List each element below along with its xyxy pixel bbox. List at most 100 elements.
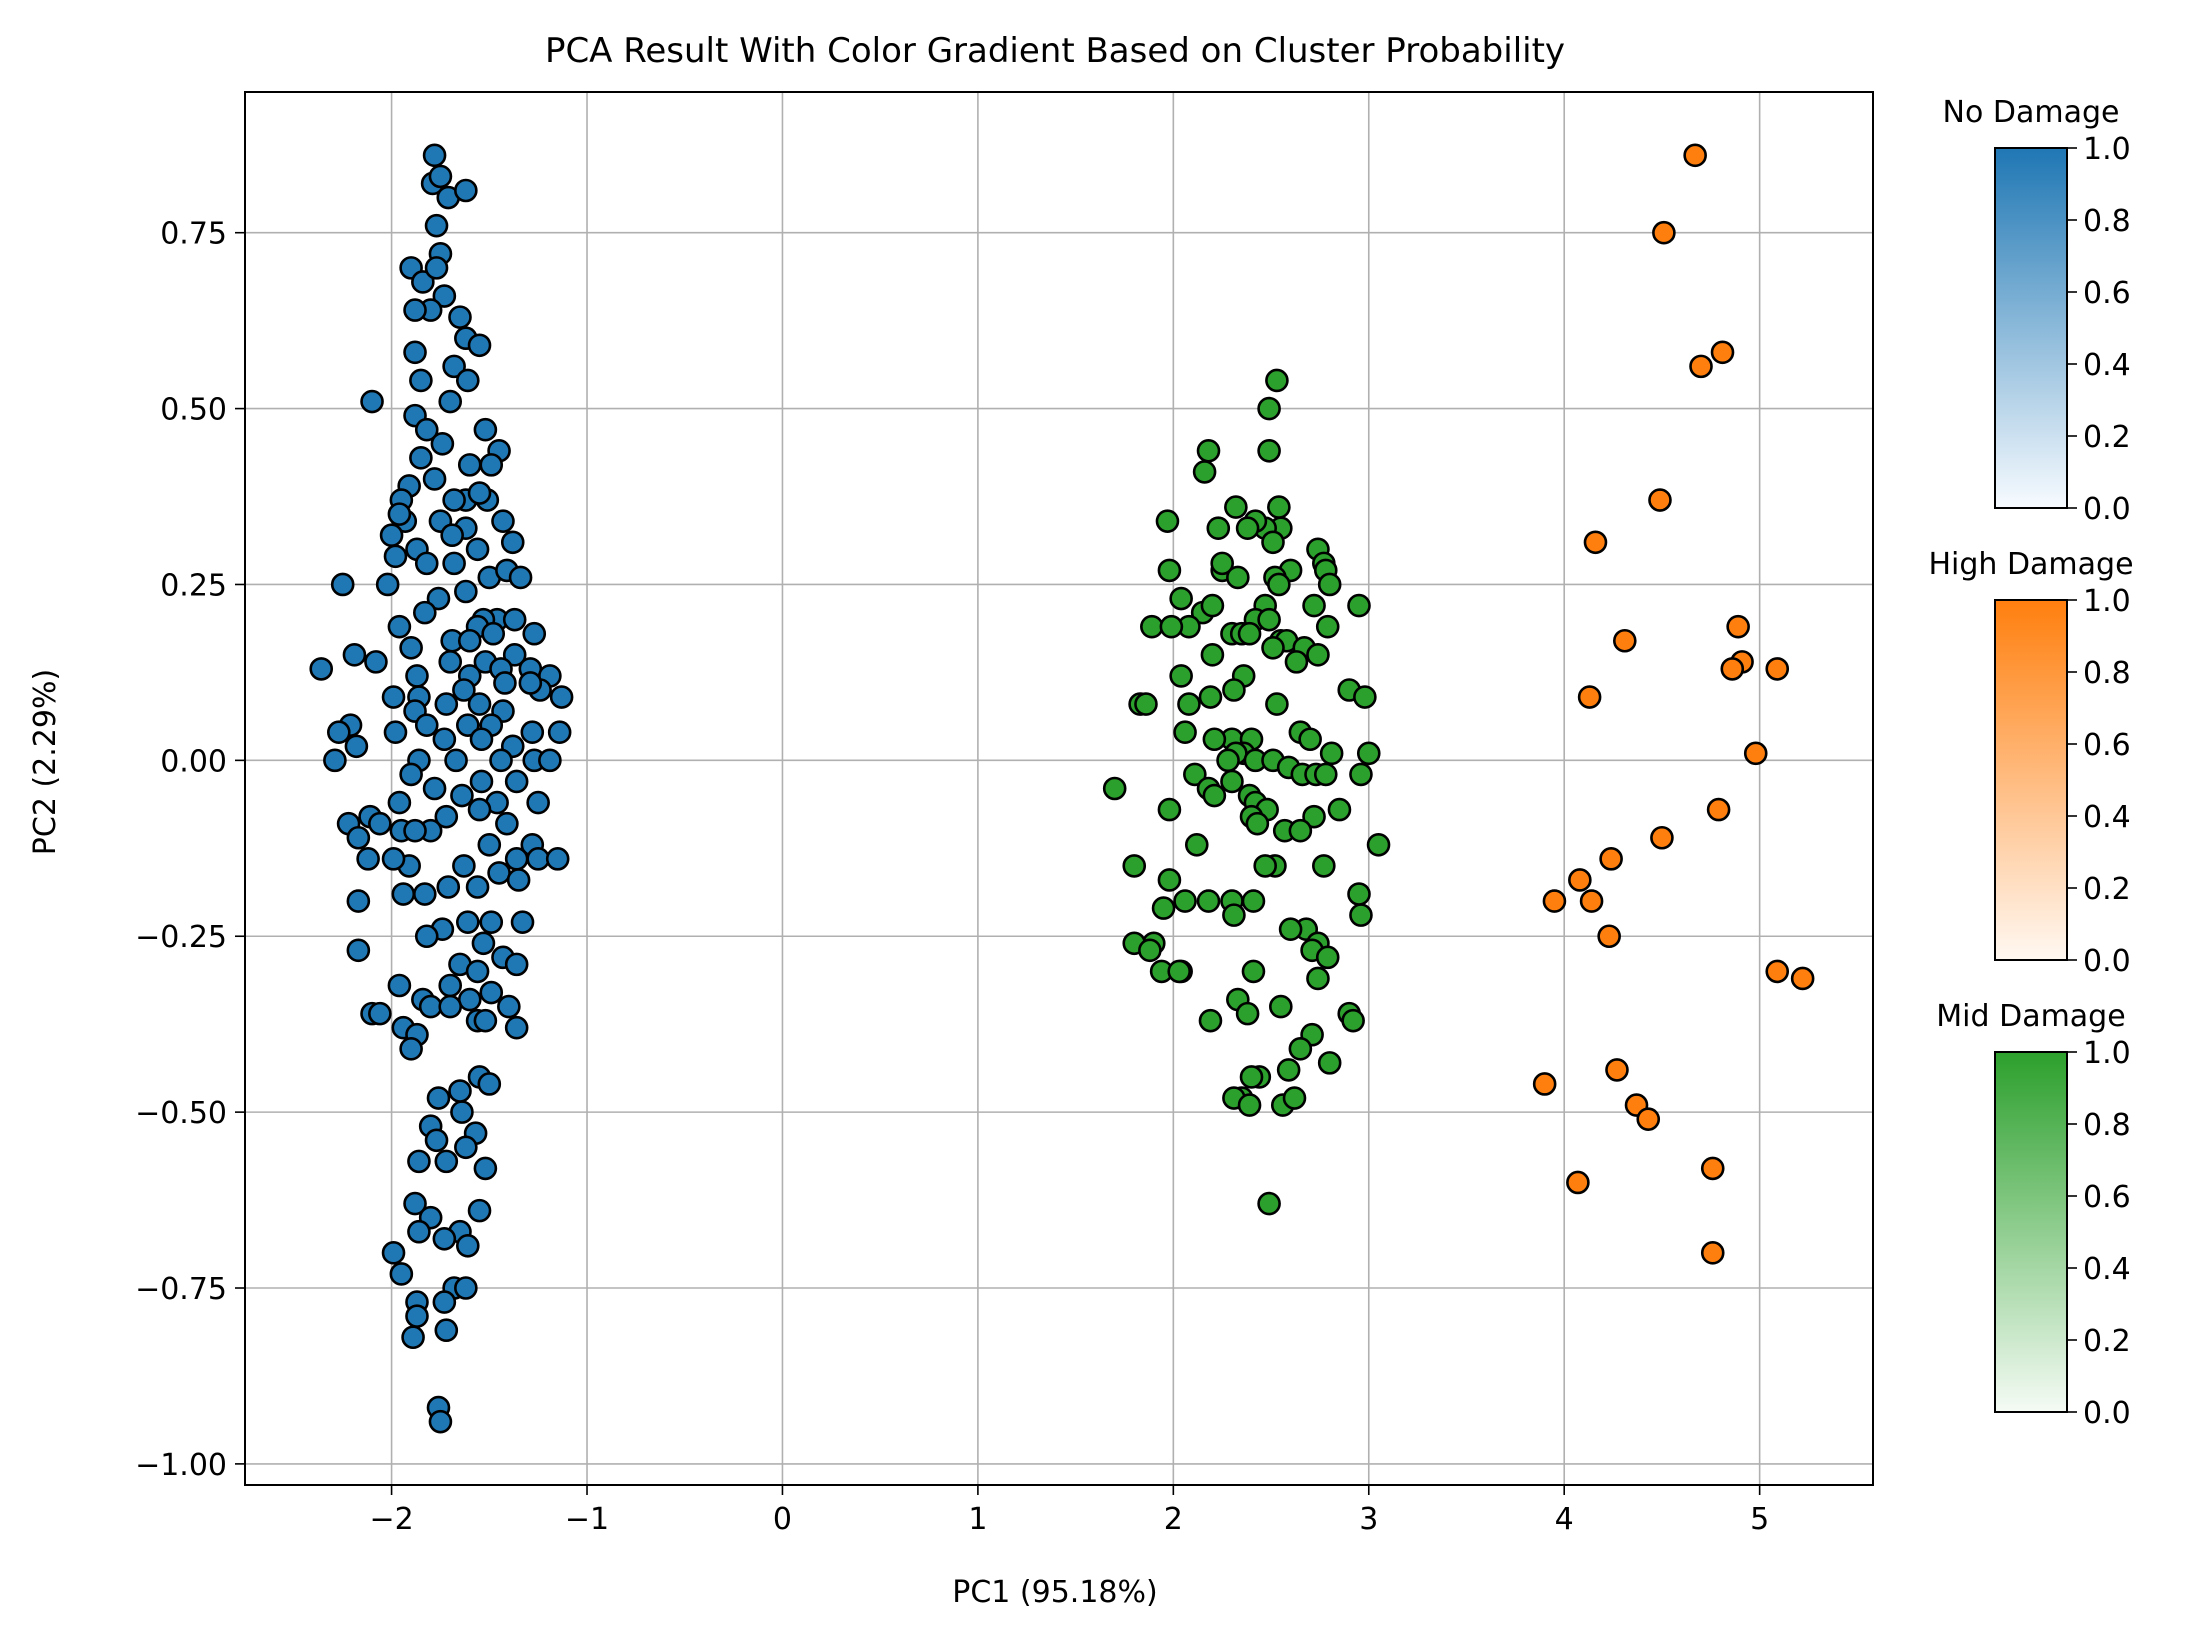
data-point (1257, 607, 1281, 632)
series-0 (309, 143, 574, 1434)
data-point (434, 804, 459, 829)
y-tick-label: 0.00 (160, 744, 227, 779)
x-tick-label: 0 (773, 1502, 792, 1537)
data-point (1315, 945, 1340, 970)
data-point (1157, 558, 1182, 583)
chart-title: PCA Result With Color Gradient Based on … (545, 31, 1565, 71)
data-point (1790, 966, 1815, 991)
data-point (344, 734, 369, 759)
data-point (424, 256, 449, 280)
colorbar-tick-label: 0.6 (2083, 728, 2131, 763)
data-point (452, 678, 476, 702)
data-point (438, 650, 463, 674)
data-point (444, 748, 468, 773)
data-point (414, 551, 439, 576)
data-point (436, 875, 461, 899)
data-point (479, 980, 504, 1005)
data-point (1220, 769, 1244, 794)
data-point (448, 1079, 472, 1103)
data-point (424, 213, 449, 238)
data-point (411, 270, 435, 294)
data-point (342, 643, 367, 667)
colorbar-gradient (1994, 599, 2068, 961)
data-point (1683, 143, 1707, 168)
data-point (1265, 692, 1289, 716)
data-point (457, 453, 482, 477)
data-point (450, 1100, 474, 1124)
data-point (381, 1241, 406, 1265)
series-1 (1102, 368, 1391, 1216)
data-point (346, 938, 371, 963)
data-point (1583, 530, 1608, 555)
data-point (1302, 593, 1326, 618)
data-point (487, 861, 511, 885)
data-point (1224, 495, 1248, 519)
y-tick-label: 0.25 (160, 568, 227, 603)
data-point (1222, 903, 1246, 927)
data-point (356, 847, 380, 871)
data-point (1597, 924, 1621, 949)
data-point (504, 1015, 529, 1040)
data-point (1200, 593, 1225, 618)
data-point (405, 1304, 429, 1328)
data-point (473, 417, 498, 442)
data-point (1648, 488, 1672, 512)
data-point (1239, 1065, 1264, 1089)
data-point (422, 467, 447, 491)
data-point (1577, 685, 1602, 709)
data-point (467, 797, 492, 822)
data-point (504, 847, 529, 871)
data-point (1710, 340, 1735, 365)
data-point (473, 1008, 498, 1033)
data-point (375, 572, 400, 597)
data-point (1192, 460, 1217, 484)
data-point (479, 910, 504, 934)
data-point (1356, 741, 1381, 766)
data-point (1349, 762, 1373, 787)
data-point (538, 748, 562, 773)
data-point (1353, 685, 1377, 709)
colorbar-tick-label: 0.0 (2083, 1396, 2131, 1431)
data-point (413, 600, 437, 625)
colorbar-tick-label: 0.0 (2083, 492, 2131, 527)
colorbar-label: No Damage (1943, 95, 2120, 130)
data-point (549, 685, 574, 709)
x-tick-label: 2 (1164, 1502, 1183, 1537)
data-point (1151, 896, 1176, 920)
data-point (1202, 727, 1227, 752)
data-point (1317, 1051, 1342, 1075)
y-tick-label: 0.50 (160, 393, 227, 428)
data-point (547, 720, 572, 745)
data-point (1235, 1001, 1260, 1026)
data-point (1169, 664, 1193, 688)
data-point (1319, 741, 1344, 766)
data-point (1636, 1107, 1661, 1131)
data-point (399, 1037, 423, 1061)
data-point (1122, 854, 1147, 878)
data-point (455, 713, 480, 737)
data-point (1278, 917, 1303, 942)
data-point (1241, 959, 1266, 984)
data-point (1652, 220, 1676, 245)
data-point (368, 811, 392, 836)
y-tick-label: −0.25 (135, 920, 227, 955)
colorbar-tick-label: 0.8 (2083, 1108, 2131, 1143)
data-point (467, 692, 492, 716)
data-point (1173, 889, 1197, 913)
data-point (1138, 938, 1162, 963)
data-point (454, 1135, 478, 1160)
data-point (493, 671, 517, 695)
data-point (469, 727, 494, 752)
data-point (1317, 572, 1342, 597)
data-point (1341, 1008, 1365, 1033)
data-point (391, 882, 416, 906)
data-point (1288, 818, 1313, 843)
data-point (1599, 847, 1623, 871)
data-point (434, 1149, 459, 1174)
data-point (477, 832, 502, 857)
data-point (1579, 889, 1604, 913)
colorbar-tick-label: 0.6 (2083, 276, 2131, 311)
data-point (473, 1156, 498, 1181)
x-tick-label: 3 (1359, 1502, 1378, 1537)
data-point (1241, 889, 1266, 913)
